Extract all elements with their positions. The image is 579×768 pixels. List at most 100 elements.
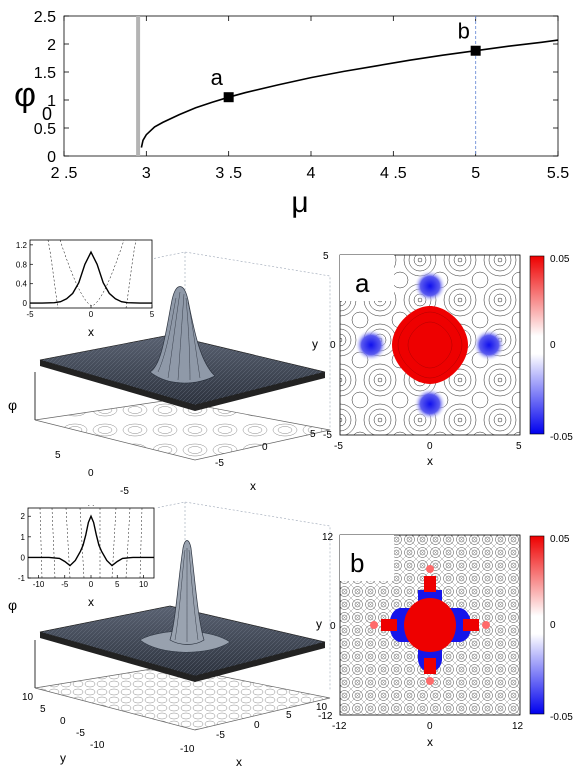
marker-label-a: a (211, 65, 224, 90)
svg-text:12: 12 (322, 532, 334, 543)
y-tick-label: 1 (47, 93, 56, 110)
svg-text:5: 5 (55, 450, 61, 461)
svg-text:0: 0 (330, 621, 336, 632)
contour-plot-a: a 5 0 -5 y -5 0 5 x (312, 251, 522, 468)
blue-blob-a-bottom (414, 388, 446, 420)
colorbar-a: 0.05 0 -0.05 (529, 254, 573, 443)
svg-text:-12: -12 (332, 721, 347, 732)
x-tick-label: 3 (142, 165, 151, 182)
contour-a-x-label: x (427, 454, 433, 468)
x-tick-label: 2 .5 (51, 165, 78, 182)
surface-plot-a: φ 5 0 -5 y 5 0 -5 x (8, 251, 331, 515)
svg-text:5: 5 (516, 441, 522, 452)
inset-x-tick-label: 10 (139, 580, 148, 589)
blue-blob-a-top (414, 270, 446, 302)
x-tick-label: 3 .5 (215, 165, 242, 182)
inset-a: 0 0.4 0.8 1.2 -5 0 5 x (2, 238, 155, 339)
top-markers: ab (211, 19, 481, 103)
svg-text:-10: -10 (180, 744, 195, 755)
floor-contour-b (34, 665, 331, 731)
x-tick-label: 5 (471, 165, 480, 182)
inset-x-tick-label: 5 (150, 310, 155, 319)
svg-text:-5: -5 (215, 458, 224, 469)
inset-a-x-label: x (88, 325, 94, 339)
inset-y-tick-label: 2 (21, 512, 26, 521)
svg-text:5: 5 (323, 251, 329, 262)
y-tick-label: 0.5 (34, 121, 56, 138)
red-blob-a (392, 306, 468, 384)
inset-x-tick-label: 0 (89, 580, 94, 589)
svg-text:-5: -5 (323, 430, 332, 441)
svg-text:10: 10 (316, 702, 328, 713)
inset-y-tick-label: 1.2 (16, 241, 28, 250)
blue-blob-a-left (355, 329, 387, 361)
svg-text:0: 0 (60, 716, 66, 727)
x-tick-label: 4 .5 (380, 165, 407, 182)
contour-plot-b: b 12 0 -12 y -12 0 12 x (316, 532, 524, 749)
top-chart: 00.511.522.5 2 .5 3 3 .5 4 4 .5 5 5.5 ab φ 0 μ (14, 9, 569, 219)
surface-a-x-label: x (250, 479, 256, 493)
blue-blob-a-right (473, 329, 505, 361)
inset-x-tick-label: 5 (115, 580, 120, 589)
surface-b-x-label: x (236, 755, 242, 768)
svg-text:-5: -5 (120, 486, 129, 497)
contour-b-x-label: x (427, 735, 433, 749)
svg-text:0: 0 (88, 468, 94, 479)
top-x-ticks: 2 .5 3 3 .5 4 4 .5 5 5.5 (51, 16, 569, 182)
top-y-axis-label: φ (14, 76, 36, 114)
svg-text:-5: -5 (216, 730, 225, 741)
svg-text:-5: -5 (76, 728, 85, 739)
surface-plot-b: φ 10 5 0 -5 -10 y 10 5 0 -5 -10 x (8, 501, 331, 768)
svg-text:0: 0 (550, 340, 556, 351)
inset-a-curve (30, 250, 152, 304)
svg-text:10: 10 (22, 692, 34, 703)
svg-text:0: 0 (427, 721, 433, 732)
inset-y-tick-label: 0 (23, 299, 28, 308)
floor-contour-a (34, 399, 331, 461)
inset-x-tick-label: 0 (89, 310, 94, 319)
contour-b-y-label: y (316, 617, 322, 631)
inset-x-tick-label: -5 (61, 580, 69, 589)
svg-text:0: 0 (330, 340, 336, 351)
svg-text:-10: -10 (90, 740, 105, 751)
inset-b-x-label: x (88, 595, 94, 609)
svg-text:0: 0 (262, 442, 268, 453)
y-tick-label: 2 (47, 37, 56, 54)
svg-text:5: 5 (286, 710, 292, 721)
surface-peak-a (149, 286, 216, 384)
red-cross-b (404, 598, 456, 652)
colorbar-b: 0.05 0 -0.05 (529, 534, 573, 723)
svg-text:0: 0 (254, 720, 260, 731)
marker-b (470, 45, 481, 56)
marker-a (223, 92, 234, 103)
y-tick-label: 2.5 (34, 9, 56, 26)
top-x-axis-label: μ (291, 186, 308, 219)
surface-b-z-label: φ (8, 597, 17, 613)
inset-y-tick-label: -1 (18, 574, 26, 583)
svg-text:-5: -5 (334, 441, 343, 452)
y-tick-label: 1.5 (34, 65, 56, 82)
inset-y-tick-label: 1 (21, 533, 26, 542)
svg-text:-0.05: -0.05 (550, 712, 573, 723)
svg-text:5: 5 (310, 429, 316, 440)
svg-text:12: 12 (512, 721, 524, 732)
inset-b-curve (28, 514, 154, 567)
x-tick-label: 5.5 (547, 165, 569, 182)
inset-y-tick-label: 0 (21, 553, 26, 562)
svg-text:0.05: 0.05 (550, 534, 570, 545)
contour-a-y-label: y (312, 337, 318, 351)
svg-text:-12: -12 (318, 711, 333, 722)
marker-label-b: b (458, 19, 470, 44)
svg-text:0.05: 0.05 (550, 254, 570, 265)
inset-y-tick-label: 0.4 (16, 280, 28, 289)
top-y-ticks: 0 0.5 1 1.5 2 2.5 (34, 9, 558, 166)
svg-text:0: 0 (427, 441, 433, 452)
y-tick-label: 0 (47, 149, 56, 166)
svg-text:5: 5 (40, 704, 46, 715)
contour-a-label: a (355, 268, 370, 298)
svg-text:0: 0 (550, 620, 556, 631)
inset-x-tick-label: -5 (26, 310, 34, 319)
surface-a-z-label: φ (8, 397, 17, 413)
